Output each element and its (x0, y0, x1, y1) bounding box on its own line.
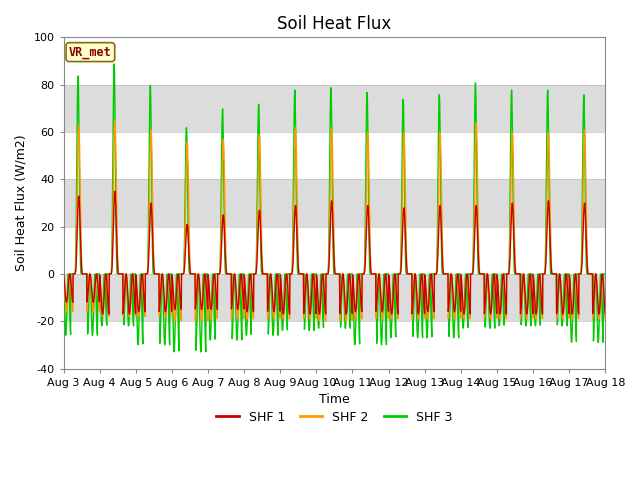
SHF 1 (492, 302, 500, 308)
SHF 2 (211, 279, 219, 285)
SHF 3 (351, 337, 358, 343)
SHF 3 (554, 313, 562, 319)
Bar (63, 179, 605, 227)
SHF 2 (351, 304, 358, 310)
SHF 1 (351, 299, 358, 304)
SHF 1 (569, 308, 577, 313)
SHF 2 (492, 306, 500, 312)
Line: SHF 2: SHF 2 (63, 120, 605, 321)
SHF 3 (60, 274, 67, 280)
SHF 2 (60, 272, 67, 278)
SHF 1 (602, 311, 609, 316)
Bar (63, 274, 605, 321)
SHF 2 (111, 118, 118, 123)
Legend: SHF 1, SHF 2, SHF 3: SHF 1, SHF 2, SHF 3 (211, 406, 458, 429)
Text: VR_met: VR_met (69, 46, 112, 59)
Title: Soil Heat Flux: Soil Heat Flux (277, 15, 392, 33)
SHF 1 (211, 277, 219, 283)
SHF 1 (125, 311, 133, 317)
Y-axis label: Soil Heat Flux (W/m2): Soil Heat Flux (W/m2) (15, 134, 28, 271)
Line: SHF 3: SHF 3 (63, 64, 605, 352)
SHF 2 (569, 312, 577, 318)
SHF 1 (362, 236, 370, 241)
SHF 2 (602, 315, 609, 321)
SHF 3 (492, 271, 500, 277)
SHF 3 (602, 271, 609, 277)
SHF 3 (211, 336, 219, 342)
SHF 3 (111, 61, 118, 67)
SHF 3 (197, 349, 205, 355)
Line: SHF 1: SHF 1 (63, 192, 605, 314)
SHF 1 (111, 189, 118, 194)
SHF 3 (569, 302, 577, 308)
Bar (63, 84, 605, 132)
SHF 2 (362, 198, 370, 204)
X-axis label: Time: Time (319, 393, 350, 406)
SHF 1 (60, 272, 67, 277)
SHF 1 (554, 294, 562, 300)
SHF 3 (362, 135, 370, 141)
SHF 2 (554, 297, 562, 303)
SHF 2 (198, 318, 205, 324)
